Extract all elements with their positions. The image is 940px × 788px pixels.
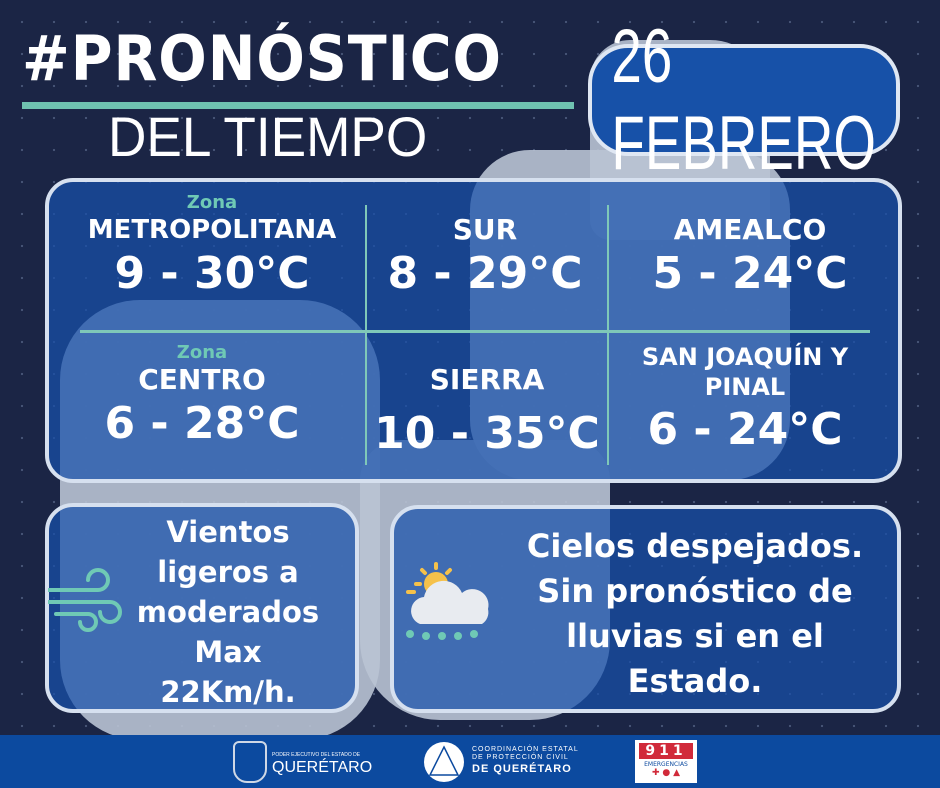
wind-icon [48, 568, 122, 632]
logo-text: DE PROTECCIÓN CIVIL [472, 754, 569, 761]
footer: PODER EJECUTIVO DEL ESTADO DE QUERÉTARO … [0, 735, 940, 788]
title-underline [22, 102, 574, 109]
queretaro-crest-logo [233, 741, 267, 783]
wind-panel [45, 503, 359, 713]
page-subtitle: DEL TIEMPO [108, 105, 428, 168]
zone-amealco: AMEALCO 5 - 24°C [652, 213, 848, 300]
emergencias-911-logo: 911 EMERGENCIAS ✚ ● ▲ [635, 740, 697, 783]
sun-cloud-rain-icon [406, 562, 489, 640]
divider [80, 330, 870, 333]
sky-text: Cielos despejados. Sin pronóstico de llu… [526, 527, 864, 700]
logo-text: COORDINACIÓN ESTATAL [472, 746, 579, 753]
zone-sierra: SIERRA 10 - 35°C [374, 363, 600, 460]
logo-text: DE QUERÉTARO [472, 763, 572, 775]
zone-metropolitana: Zona METROPOLITANA 9 - 30°C [87, 192, 337, 299]
logo-text: PODER EJECUTIVO DEL ESTADO DE [272, 752, 361, 758]
zone-san-joaquin: SAN JOAQUÍN Y PINAL 6 - 24°C [641, 343, 849, 455]
date-badge: 26 FEBRERO [588, 14, 900, 186]
divider [365, 205, 367, 465]
zone-centro: Zona CENTRO 6 - 28°C [104, 342, 300, 449]
zone-sur: SUR 8 - 29°C [387, 213, 583, 300]
divider [607, 205, 609, 465]
page-title: #PRONÓSTICO [22, 22, 502, 95]
proteccion-civil-logo [424, 742, 464, 782]
wind-text: Vientos ligeros a moderados Max 22Km/h. [136, 515, 320, 709]
logo-text: QUERÉTARO [272, 759, 373, 776]
